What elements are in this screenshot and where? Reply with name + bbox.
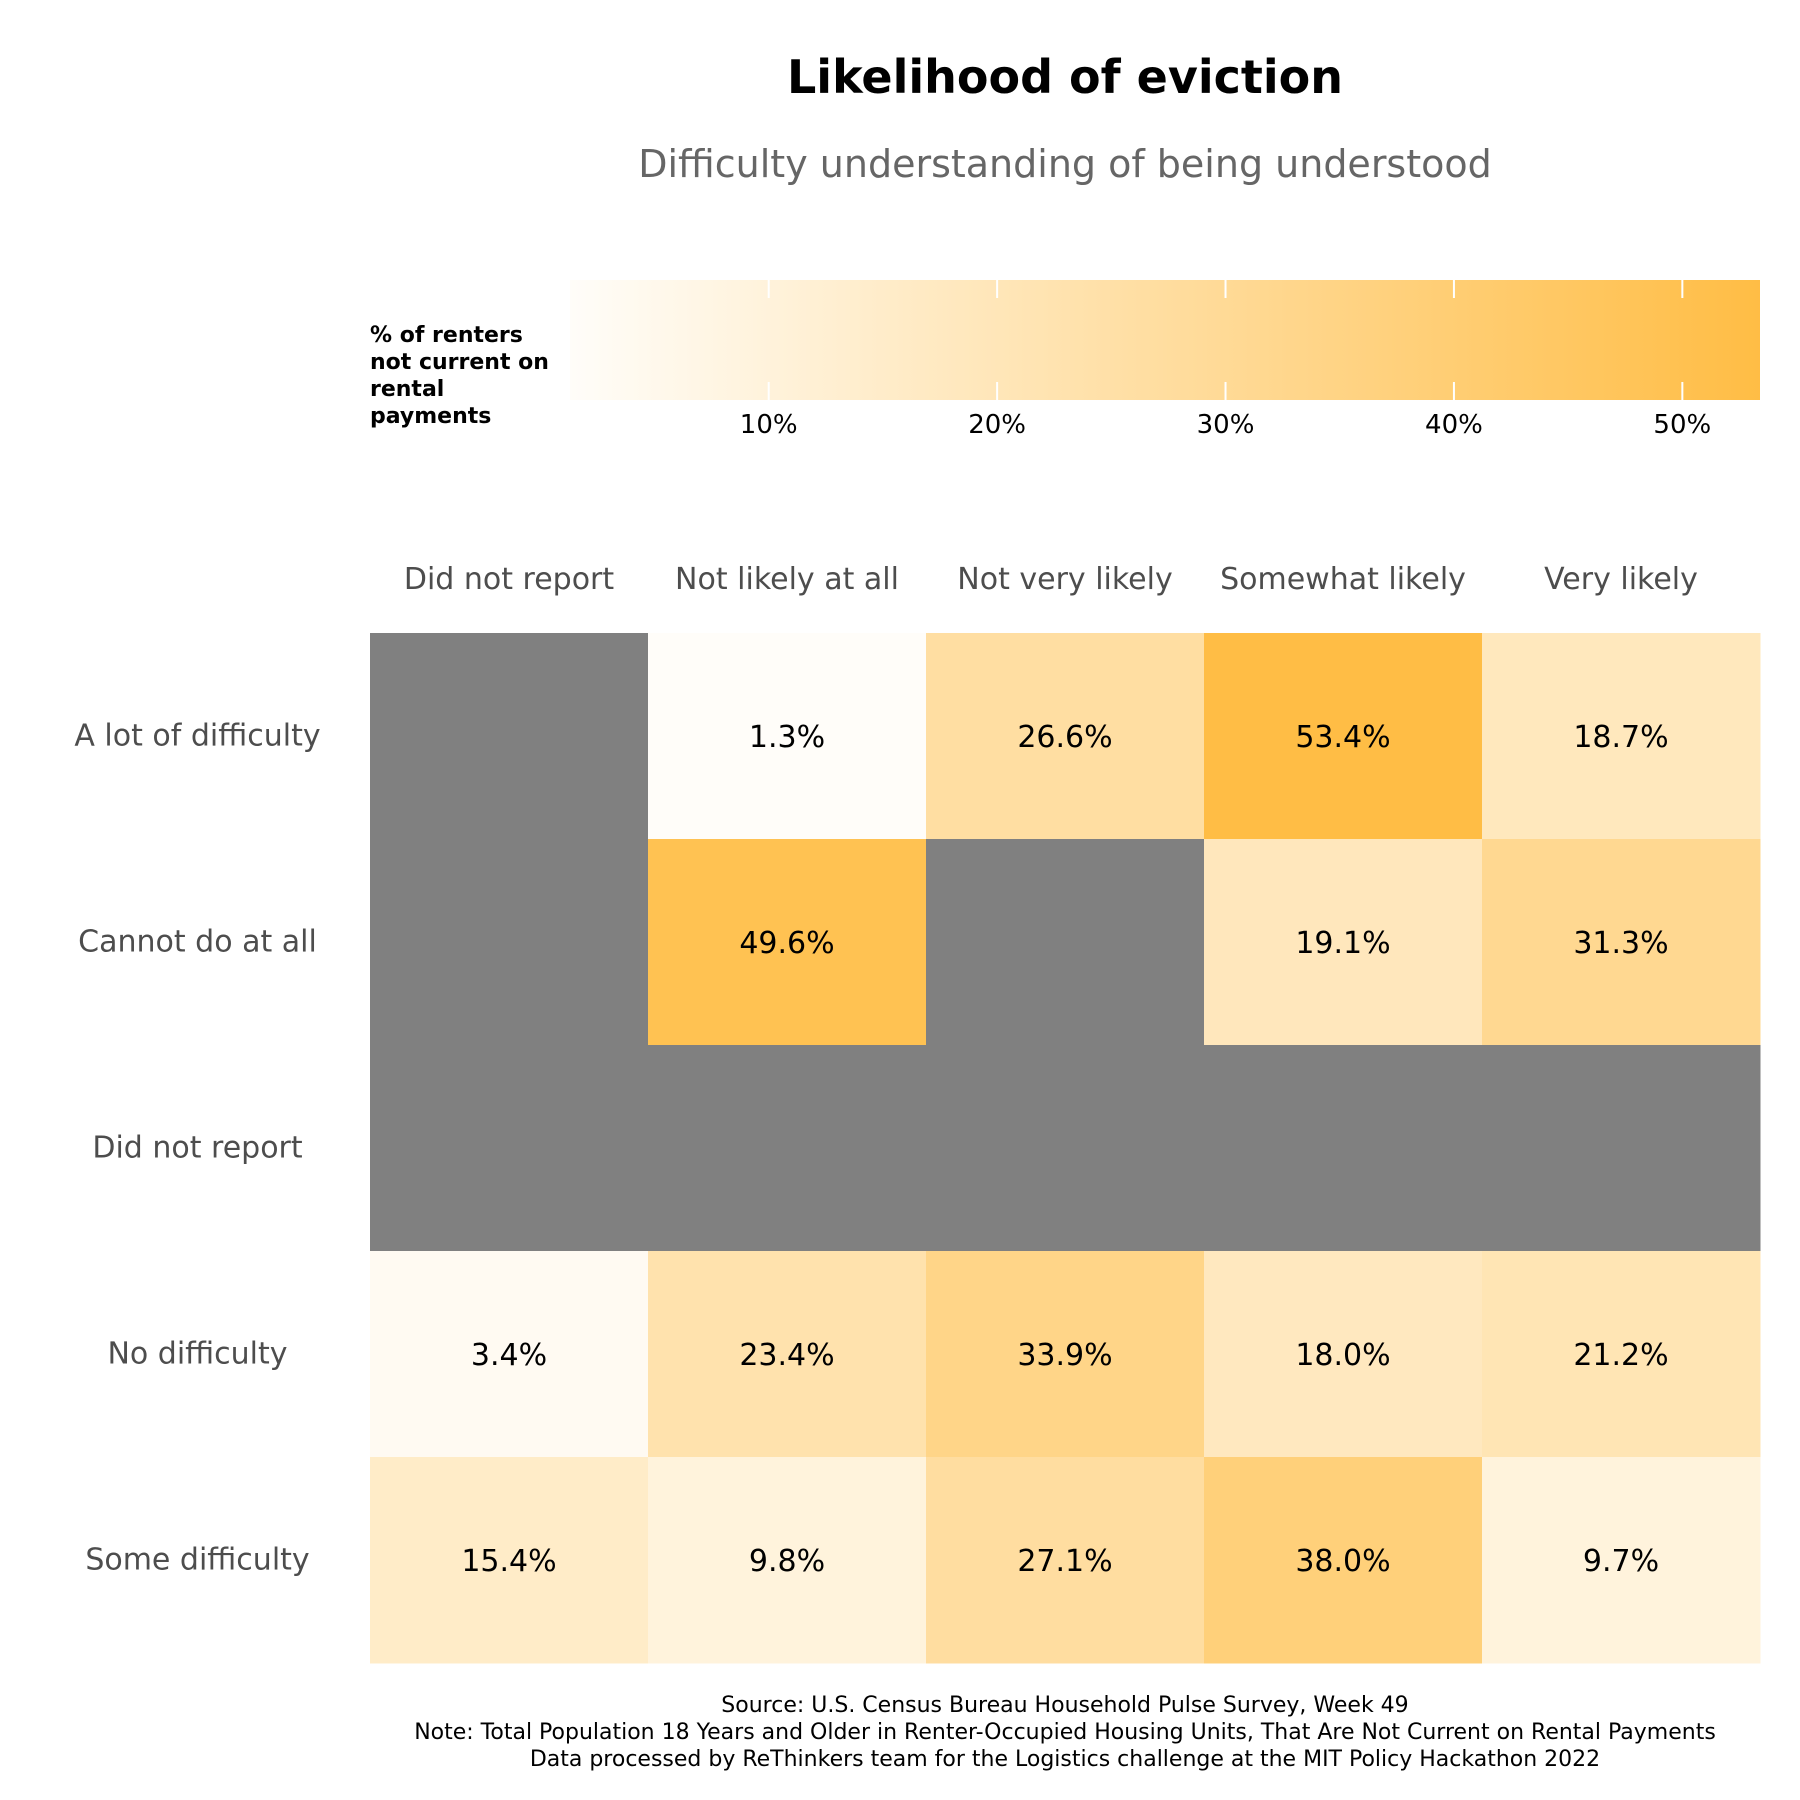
legend-tick-label-50: 50% — [1653, 410, 1712, 440]
heatmap-label-r4-c1: 9.8% — [749, 1544, 825, 1579]
column-header-0: Did not report — [403, 562, 615, 597]
heatmap-cell-r1-c3 — [1204, 839, 1483, 1046]
legend-tick-label-10: 10% — [739, 410, 798, 440]
heatmap-cell-r2-c3 — [1204, 1045, 1483, 1252]
heatmap-cell-r0-c1 — [648, 633, 927, 840]
row-label-2: Did not report — [92, 1130, 303, 1166]
heatmap-cell-r2-c1 — [648, 1045, 927, 1252]
heatmap-cell-r0-c3 — [1204, 633, 1483, 840]
heatmap-cell-r4-c1 — [648, 1457, 927, 1664]
heatmap-label-r4-c3: 38.0% — [1295, 1544, 1390, 1579]
heatmap-cell-r3-c1 — [648, 1251, 927, 1458]
row-label-3: No difficulty — [107, 1336, 288, 1372]
heatmap-label-r1-c3: 19.1% — [1295, 926, 1390, 961]
chart-title: Likelihood of eviction — [786, 50, 1344, 104]
heatmap-label-r3-c4: 21.2% — [1573, 1338, 1668, 1373]
row-label-1: Cannot do at all — [78, 924, 317, 960]
column-header-4: Very likely — [1544, 562, 1698, 597]
heatmap-label-r4-c2: 27.1% — [1017, 1544, 1112, 1579]
heatmap-label-r4-c4: 9.7% — [1583, 1544, 1659, 1579]
heatmap-label-r1-c1: 49.6% — [739, 926, 834, 961]
heatmap-cell-r1-c2 — [926, 839, 1205, 1046]
column-header-2: Not very likely — [957, 562, 1173, 597]
heatmap-cell-r3-c2 — [926, 1251, 1205, 1458]
heatmap-label-r0-c3: 53.4% — [1295, 720, 1390, 755]
legend-tick-label-20: 20% — [968, 410, 1027, 440]
legend-tick-label-40: 40% — [1425, 410, 1483, 440]
heatmap-cell-r3-c4 — [1482, 1251, 1761, 1458]
heatmap-label-r3-c3: 18.0% — [1295, 1338, 1390, 1373]
caption-note: Note: Total Population 18 Years and Olde… — [414, 1720, 1716, 1745]
heatmap-cell-r3-c0 — [370, 1251, 649, 1458]
heatmap-cell-r2-c2 — [926, 1045, 1205, 1252]
heatmap-cell-r4-c4 — [1482, 1457, 1761, 1664]
column-header-1: Not likely at all — [675, 562, 899, 597]
chart-subtitle: Difficulty understanding of being unders… — [638, 142, 1492, 186]
column-header-3: Somewhat likely — [1220, 562, 1466, 597]
heatmap-label-r3-c0: 3.4% — [471, 1338, 547, 1373]
row-label-0: A lot of difficulty — [74, 718, 321, 754]
heatmap-label-r4-c0: 15.4% — [461, 1544, 556, 1579]
row-label-4: Some difficulty — [85, 1542, 310, 1578]
heatmap-label-r0-c4: 18.7% — [1573, 720, 1668, 755]
heatmap-cell-r4-c3 — [1204, 1457, 1483, 1664]
heatmap-cell-r4-c0 — [370, 1457, 649, 1664]
heatmap-label-r3-c2: 33.9% — [1017, 1338, 1112, 1373]
heatmap-cell-r0-c0 — [370, 633, 649, 840]
heatmap-cell-r2-c0 — [370, 1045, 649, 1252]
legend-title: % of renters not current on rental payme… — [370, 323, 549, 429]
heatmap-label-r0-c2: 26.6% — [1017, 720, 1112, 755]
heatmap-cell-r0-c4 — [1482, 633, 1761, 840]
heatmap-label-r0-c1: 1.3% — [749, 720, 825, 755]
heatmap-cell-r3-c3 — [1204, 1251, 1483, 1458]
caption-credit: Data processed by ReThinkers team for th… — [529, 1747, 1601, 1772]
heatmap-cell-r2-c4 — [1482, 1045, 1761, 1252]
caption-source: Source: U.S. Census Bureau Household Pul… — [721, 1693, 1409, 1718]
caption: Source: U.S. Census Bureau Household Pul… — [370, 1692, 1760, 1773]
heatmap-cell-r0-c2 — [926, 633, 1205, 840]
heatmap-label-r3-c1: 23.4% — [739, 1338, 834, 1373]
heatmap: 1.3% 26.6% 53.4% 18.7% 49.6% 19.1% 31.3% 3.4% 23… — [370, 633, 1761, 1664]
heatmap-cell-r1-c4 — [1482, 839, 1761, 1046]
legend-tick-marks — [767, 280, 1684, 400]
legend-gradient — [570, 280, 1760, 400]
heatmap-label-r1-c4: 31.3% — [1573, 926, 1668, 961]
color-legend-bar — [570, 280, 1760, 400]
heatmap-cell-r1-c0 — [370, 839, 649, 1046]
legend-tick-label-30: 30% — [1196, 410, 1255, 440]
heatmap-cell-r4-c2 — [926, 1457, 1205, 1664]
heatmap-cell-r1-c1 — [648, 839, 927, 1046]
